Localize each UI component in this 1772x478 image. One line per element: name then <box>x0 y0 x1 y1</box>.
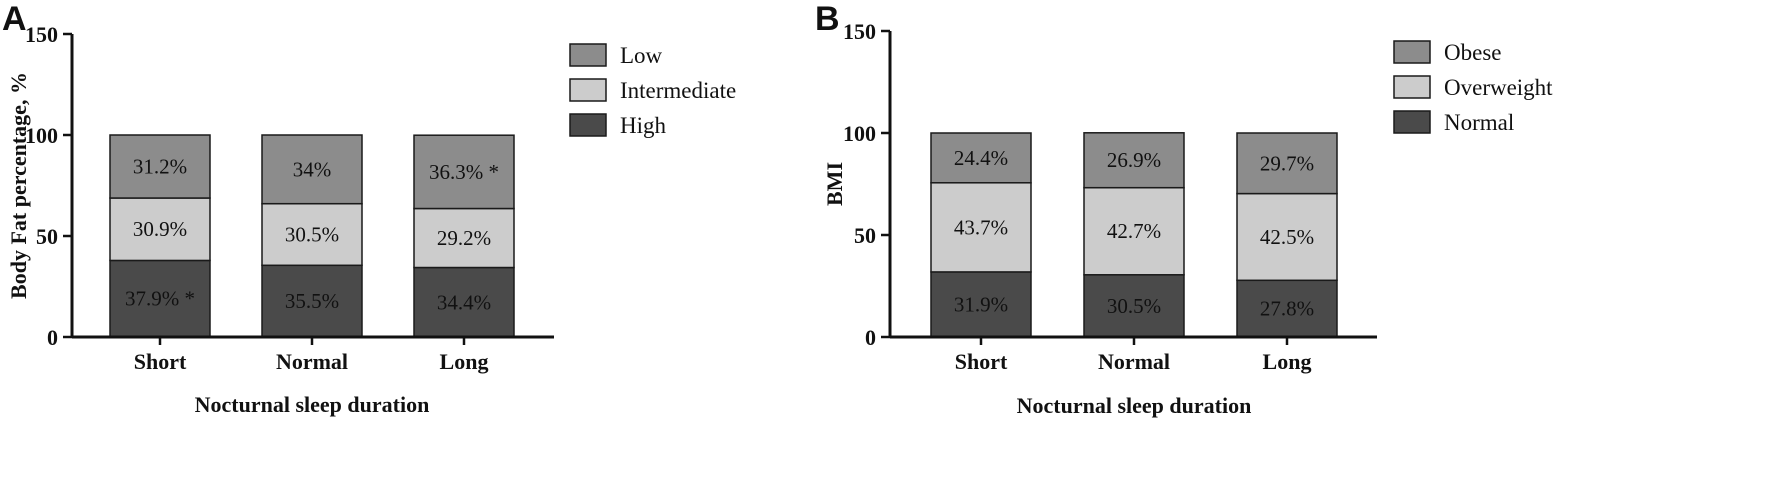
bar-segment-high-short <box>109 259 211 338</box>
y-axis-title: BMI <box>822 162 847 206</box>
x-axis-title: Nocturnal sleep duration <box>1017 393 1252 418</box>
y-tick-label: 100 <box>843 121 876 146</box>
legend-swatch-normal <box>1393 110 1431 134</box>
data-label: 43.7% <box>954 215 1008 239</box>
y-tick-label: 150 <box>25 22 58 47</box>
x-tick-label: Normal <box>276 349 348 374</box>
x-tick-label: Long <box>1263 349 1312 374</box>
data-label: 29.2% <box>437 226 491 250</box>
data-label: 31.9% <box>954 292 1008 316</box>
bar-segment-normal-long <box>1236 279 1338 338</box>
legend-label: Intermediate <box>620 78 736 103</box>
y-tick-label: 50 <box>854 223 876 248</box>
data-label: 42.7% <box>1107 219 1161 243</box>
panel-letter: B <box>815 0 840 38</box>
data-label: 37.9% * <box>125 287 195 311</box>
bar-segment-obese-normal <box>1083 132 1185 189</box>
bar-segment-intermediate-short <box>109 197 211 262</box>
panel-a: A 37.9% * 30.9% 31.2% Short 35.5% 30.5% 34% Norm… <box>2 0 736 417</box>
bar-segment-low-normal <box>261 134 363 205</box>
x-tick-label: Normal <box>1098 349 1170 374</box>
bar-segment-overweight-normal <box>1083 186 1185 276</box>
bar-segment-normal-normal <box>1083 274 1185 338</box>
data-label: 26.9% <box>1107 148 1161 172</box>
data-label: 31.2% <box>133 155 187 179</box>
panel-letter: A <box>2 0 27 38</box>
legend-label: Low <box>620 43 663 68</box>
legend-swatch-obese <box>1393 40 1431 64</box>
bar-segment-normal-short <box>930 271 1032 338</box>
data-label: 30.5% <box>1107 294 1161 318</box>
bar-segment-intermediate-normal <box>261 202 363 267</box>
bar-segment-high-normal <box>261 264 363 338</box>
data-label: 30.9% <box>133 217 187 241</box>
x-tick-label: Short <box>134 349 187 374</box>
bar-segment-high-long <box>413 266 515 338</box>
panel-b: B 31.9% 43.7% 24.4% Short 30.5% 42.7% 26.9% Norm… <box>815 0 1553 418</box>
bar-segment-overweight-long <box>1236 192 1338 282</box>
x-axis-title: Nocturnal sleep duration <box>195 392 430 417</box>
data-label: 36.3% * <box>429 160 499 184</box>
data-label: 34% <box>293 157 332 181</box>
data-label: 35.5% <box>285 289 339 313</box>
legend-label: Overweight <box>1444 75 1553 100</box>
y-tick-label: 0 <box>47 325 58 350</box>
y-tick-label: 150 <box>843 19 876 44</box>
data-label: 27.8% <box>1260 297 1314 321</box>
legend-label: High <box>620 113 667 138</box>
bar-segment-low-long <box>413 134 515 210</box>
legend-swatch-high <box>569 113 607 137</box>
data-label: 42.5% <box>1260 225 1314 249</box>
bar-segment-intermediate-long <box>413 207 515 269</box>
legend-swatch-low <box>569 43 607 67</box>
x-tick-label: Short <box>955 349 1008 374</box>
y-tick-label: 100 <box>25 123 58 148</box>
y-axis-title: Body Fat percentage, % <box>6 72 31 299</box>
bar-segment-obese-long <box>1236 132 1338 195</box>
legend-swatch-intermediate <box>569 78 607 102</box>
data-label: 24.4% <box>954 146 1008 170</box>
legend-swatch-overweight <box>1393 75 1431 99</box>
bar-segment-low-short <box>109 134 211 199</box>
data-label: 30.5% <box>285 222 339 246</box>
bar-segment-obese-short <box>930 132 1032 184</box>
legend-label: Normal <box>1444 110 1514 135</box>
x-tick-label: Long <box>440 349 489 374</box>
legend-label: Obese <box>1444 40 1501 65</box>
y-tick-label: 0 <box>865 325 876 350</box>
bar-segment-overweight-short <box>930 182 1032 273</box>
y-tick-label: 50 <box>36 224 58 249</box>
data-label: 29.7% <box>1260 151 1314 175</box>
data-label: 34.4% <box>437 290 491 314</box>
